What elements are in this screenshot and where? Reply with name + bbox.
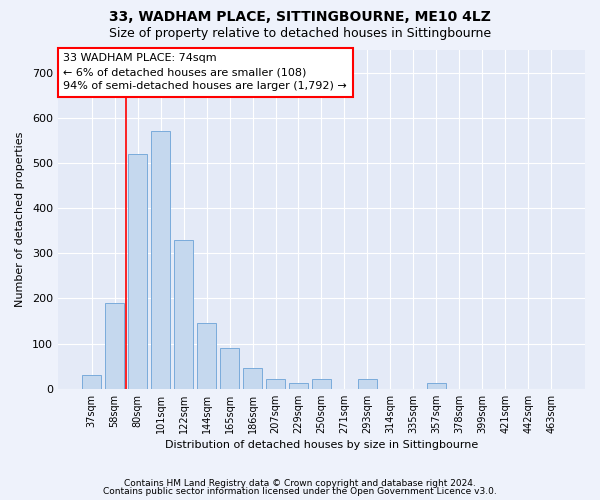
Text: Contains public sector information licensed under the Open Government Licence v3: Contains public sector information licen… <box>103 487 497 496</box>
Bar <box>427 384 446 389</box>
Bar <box>174 240 193 389</box>
Y-axis label: Number of detached properties: Number of detached properties <box>15 132 25 307</box>
Text: Contains HM Land Registry data © Crown copyright and database right 2024.: Contains HM Land Registry data © Crown c… <box>124 478 476 488</box>
Bar <box>266 379 285 389</box>
Text: 33 WADHAM PLACE: 74sqm
← 6% of detached houses are smaller (108)
94% of semi-det: 33 WADHAM PLACE: 74sqm ← 6% of detached … <box>63 54 347 92</box>
Bar <box>151 132 170 389</box>
Bar <box>243 368 262 389</box>
Text: 33, WADHAM PLACE, SITTINGBOURNE, ME10 4LZ: 33, WADHAM PLACE, SITTINGBOURNE, ME10 4L… <box>109 10 491 24</box>
Bar <box>197 324 217 389</box>
Bar <box>82 376 101 389</box>
X-axis label: Distribution of detached houses by size in Sittingbourne: Distribution of detached houses by size … <box>165 440 478 450</box>
Text: Size of property relative to detached houses in Sittingbourne: Size of property relative to detached ho… <box>109 28 491 40</box>
Bar <box>128 154 148 389</box>
Bar <box>289 384 308 389</box>
Bar <box>311 379 331 389</box>
Bar <box>220 348 239 389</box>
Bar <box>105 303 124 389</box>
Bar <box>358 379 377 389</box>
